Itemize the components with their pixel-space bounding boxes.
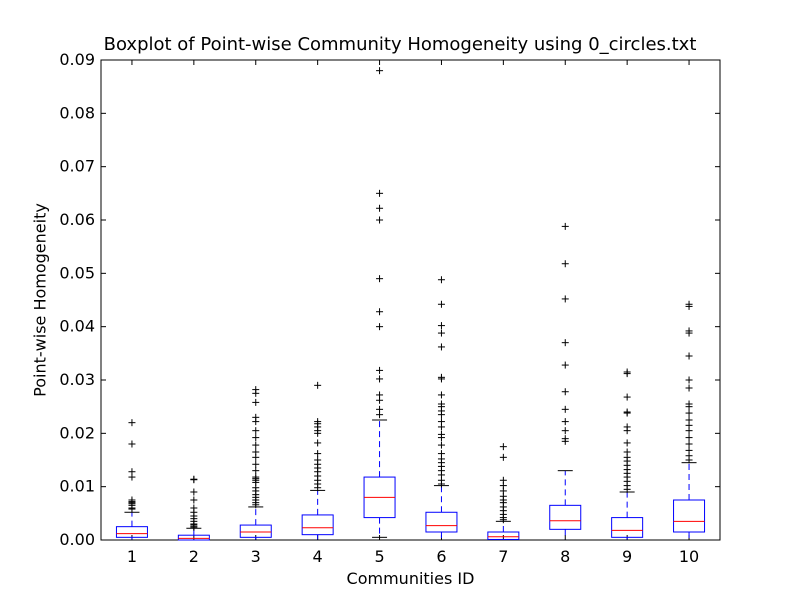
x-tick-label: 8 xyxy=(560,547,570,566)
box xyxy=(487,531,520,540)
x-tick-label: 1 xyxy=(127,547,137,566)
plot-frame xyxy=(100,59,721,541)
x-tick-label: 7 xyxy=(498,547,508,566)
y-tick-label: 0.09 xyxy=(59,50,95,69)
box xyxy=(549,504,582,530)
y-tick-label: 0.06 xyxy=(59,210,95,229)
y-tick-label: 0.01 xyxy=(59,477,95,496)
y-axis-label: Point-wise Homogeneity xyxy=(30,203,50,397)
x-tick-label: 10 xyxy=(679,547,699,566)
box xyxy=(301,514,334,536)
box xyxy=(611,517,644,538)
y-tick-label: 0.08 xyxy=(59,103,95,122)
y-tick-label: 0.03 xyxy=(59,370,95,389)
box xyxy=(673,499,706,533)
x-tick-label: 3 xyxy=(251,547,261,566)
x-tick-label: 9 xyxy=(622,547,632,566)
box xyxy=(115,526,148,538)
y-tick-label: 0.05 xyxy=(59,263,95,282)
y-tick-label: 0.07 xyxy=(59,157,95,176)
box xyxy=(177,534,210,541)
y-tick-label: 0.04 xyxy=(59,317,95,336)
box xyxy=(239,524,272,538)
x-tick-label: 6 xyxy=(436,547,446,566)
chart-title: Boxplot of Point-wise Community Homogene… xyxy=(103,34,697,55)
x-tick-label: 5 xyxy=(374,547,384,566)
y-tick-label: 0.02 xyxy=(59,423,95,442)
box xyxy=(425,511,458,533)
x-tick-label: 2 xyxy=(189,547,199,566)
x-tick-label: 4 xyxy=(313,547,323,566)
x-axis-label: Communities ID xyxy=(346,569,475,588)
y-tick-label: 0.00 xyxy=(59,530,95,549)
